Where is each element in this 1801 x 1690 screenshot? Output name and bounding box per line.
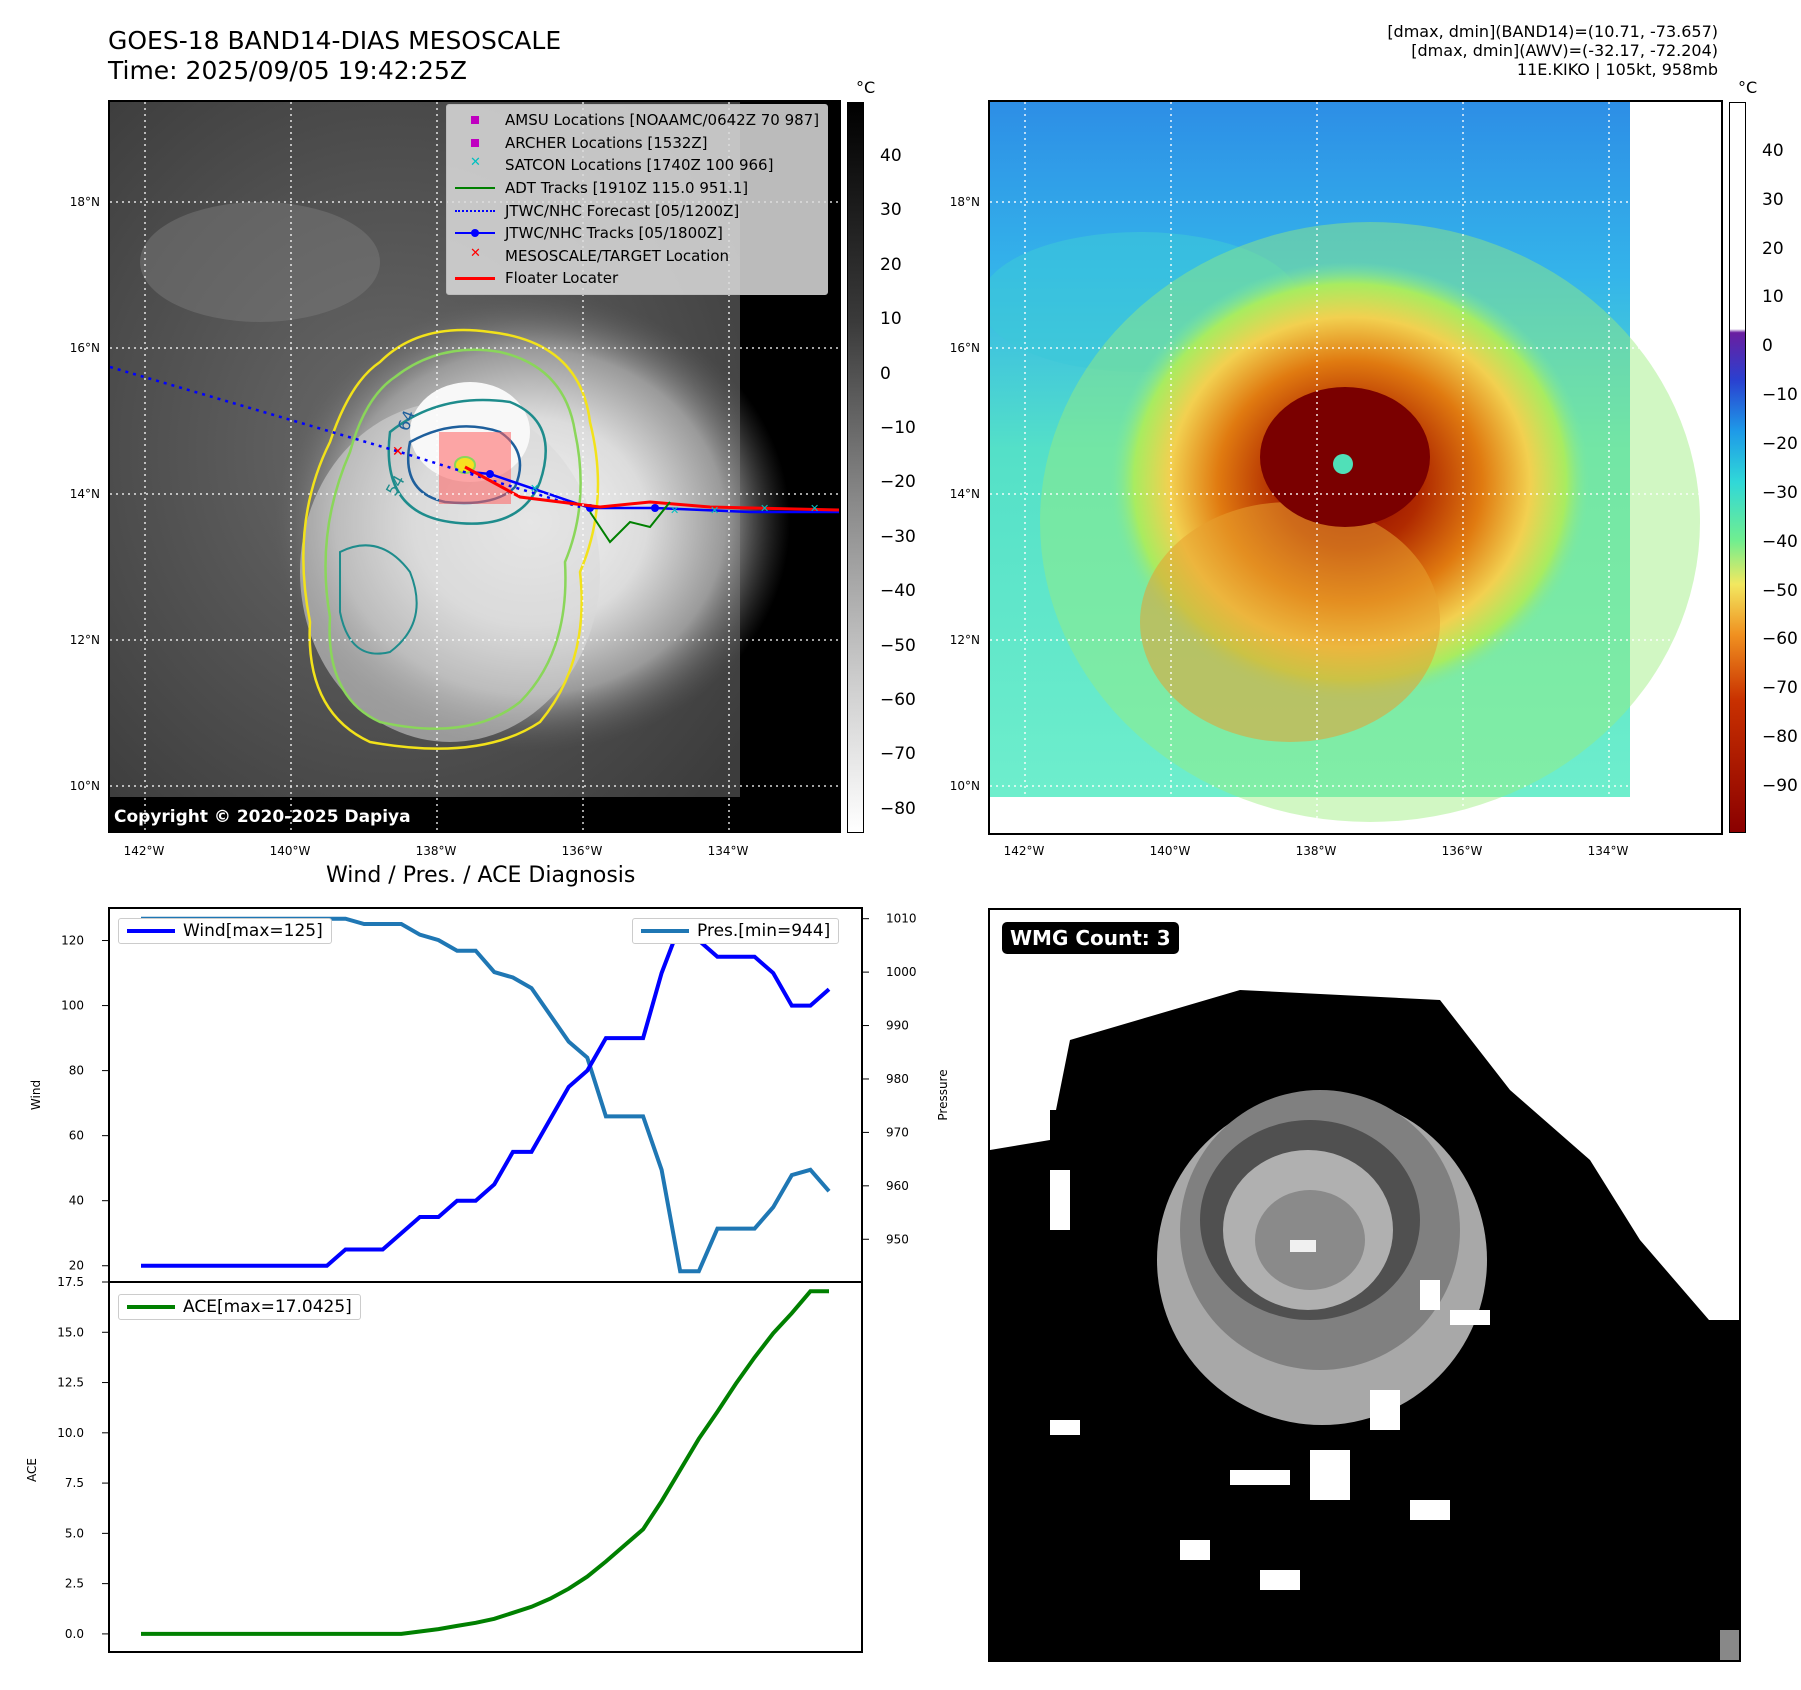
pres-ticks: 1010 1000 990 980 970 960 950 — [862, 912, 917, 1246]
wind-line — [141, 920, 831, 1268]
wind-tick-label: 80 — [69, 1064, 84, 1078]
wind-tick-label: 40 — [69, 1194, 84, 1208]
svg-text:✕: ✕ — [710, 504, 719, 517]
title-line-1: GOES-18 BAND14-DIAS MESOSCALE — [108, 26, 562, 55]
wind-tick-label: 120 — [61, 934, 84, 948]
stats-info: [dmax, dmin](BAND14)=(10.71, -73.657) [d… — [1387, 22, 1718, 79]
ace-tick-label: 5.0 — [65, 1526, 84, 1540]
legend-item-archer: ARCHER Locations [1532Z] — [455, 132, 819, 155]
ir-gray-map: 64 54 ✕ ✕ ✕ ✕ ✕ ✕ Copyright © 2020-2025 Dapi… — [108, 100, 841, 833]
legend-item-satcon: ✕ SATCON Locations [1740Z 100 966] — [470, 155, 774, 175]
diagnosis-title: Wind / Pres. / ACE Diagnosis — [326, 863, 636, 888]
svg-text:✕: ✕ — [810, 502, 819, 515]
ace-ylabel: ACE — [25, 1458, 39, 1482]
ace-tick-label: 12.5 — [57, 1376, 84, 1390]
legend-item-amsu: AMSU Locations [NOAAMC/0642Z 70 987] — [455, 109, 819, 132]
wind-tick-label: 20 — [69, 1259, 84, 1273]
wind-tick-label: 100 — [61, 999, 84, 1013]
info-line-2: [dmax, dmin](AWV)=(-32.17, -72.204) — [1411, 41, 1718, 60]
pressure-tick-label: 1000 — [886, 965, 917, 979]
wmg-image — [990, 990, 1739, 1660]
svg-text:✕: ✕ — [670, 504, 679, 517]
pressure-line — [141, 916, 831, 1274]
legend-item-tracks: JTWC/NHC Tracks [05/1800Z] — [455, 222, 819, 245]
ace-tick-label: 17.5 — [57, 1275, 84, 1289]
ace-line — [141, 1289, 829, 1636]
svg-text:✕: ✕ — [530, 482, 539, 495]
ir-color-map — [988, 100, 1723, 835]
svg-text:✕: ✕ — [760, 502, 769, 515]
legend-item-target: ✕ MESOSCALE/TARGET Location — [470, 245, 730, 265]
pressure-tick-label: 1010 — [886, 912, 917, 926]
map-legend: AMSU Locations [NOAAMC/0642Z 70 987] ARC… — [446, 104, 829, 295]
gray-colorbar-ticks: 40 30 20 10 0 −10 −20 −30 −40 −50 −60 −7… — [880, 146, 916, 819]
info-line-1: [dmax, dmin](BAND14)=(10.71, -73.657) — [1387, 22, 1718, 41]
wind-ticks: 120 100 80 60 40 20 — [61, 934, 109, 1273]
color-colorbar — [1729, 102, 1746, 833]
pressure-legend: Pres.[min=944] — [632, 918, 840, 944]
wind-tick-label: 60 — [69, 1129, 84, 1143]
ace-legend: ACE[max=17.0425] — [118, 1294, 361, 1320]
figure-title: GOES-18 BAND14-DIAS MESOSCALE Time: 2025… — [108, 26, 561, 86]
pressure-ylabel: Pressure — [936, 1069, 950, 1120]
color-colorbar-unit: °C — [1738, 78, 1758, 97]
ace-tick-label: 15.0 — [57, 1325, 84, 1339]
diagnosis-chart: 120 100 80 60 40 20 1010 1000 990 980 970 960 950 1… — [25, 907, 950, 1653]
ace-ticks: 17.5 15.0 12.5 10.0 7.5 5.0 2.5 0.0 — [57, 1275, 109, 1641]
pressure-tick-label: 950 — [886, 1232, 909, 1246]
legend-item-floater: Floater Locater — [455, 267, 819, 290]
ir-color-image — [990, 102, 1721, 833]
gray-colorbar — [847, 102, 864, 833]
wind-ylabel: Wind — [29, 1080, 43, 1110]
pressure-tick-label: 990 — [886, 1019, 909, 1033]
ace-tick-label: 10.0 — [57, 1426, 84, 1440]
pressure-tick-label: 980 — [886, 1072, 909, 1086]
ace-tick-label: 7.5 — [65, 1476, 84, 1490]
wmg-panel: WMG Count: 3 — [988, 908, 1741, 1662]
pressure-tick-label: 970 — [886, 1125, 909, 1139]
wind-legend: Wind[max=125] — [118, 918, 332, 944]
legend-item-adt: ADT Tracks [1910Z 115.0 951.1] — [455, 177, 819, 200]
pressure-tick-label: 960 — [886, 1179, 909, 1193]
ace-frame — [108, 1281, 863, 1653]
ace-legend-line — [127, 1305, 175, 1309]
target-marker-icon: ✕ — [392, 444, 404, 460]
pressure-legend-line — [641, 929, 689, 933]
copyright-text: Copyright © 2020-2025 Dapiya — [114, 807, 411, 827]
wmg-count-badge: WMG Count: 3 — [1002, 922, 1179, 954]
wind-legend-line — [127, 929, 175, 933]
ace-tick-label: 2.5 — [65, 1577, 84, 1591]
ace-tick-label: 0.0 — [65, 1627, 84, 1641]
color-colorbar-ticks: 40 30 20 10 0 −10 −20 −30 −40 −50 −60 −7… — [1762, 141, 1798, 796]
info-line-3: 11E.KIKO | 105kt, 958mb — [1516, 60, 1718, 79]
title-line-2: Time: 2025/09/05 19:42:25Z — [108, 56, 467, 85]
legend-item-forecast: JTWC/NHC Forecast [05/1200Z] — [455, 199, 819, 222]
gray-colorbar-unit: °C — [856, 78, 876, 97]
